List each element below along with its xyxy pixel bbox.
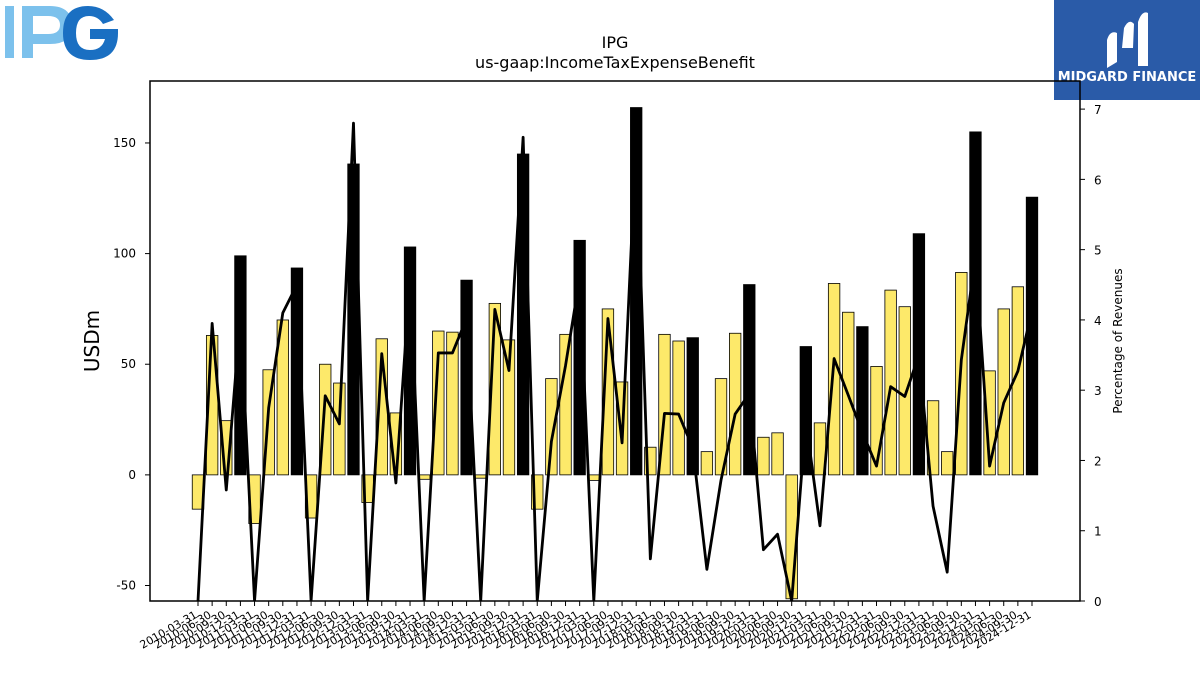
- bar-annual: [1025, 196, 1039, 476]
- logo-letter-g: [63, 6, 118, 60]
- percentage-line: [196, 121, 1034, 601]
- logo-letter-p: [22, 6, 72, 58]
- bar-series: [191, 107, 1039, 600]
- y-tick-label: 150: [113, 136, 136, 150]
- y2-tick-label: 5: [1094, 244, 1102, 258]
- bar-quarterly: [545, 378, 558, 476]
- y2-tick-label: 0: [1094, 595, 1102, 609]
- left-y-axis: -50 0 50 100 150: [113, 136, 150, 593]
- bar-quarterly: [757, 436, 770, 476]
- y2-tick-label: 1: [1094, 525, 1102, 539]
- line-series-layer: [196, 121, 1034, 601]
- bar-quarterly: [502, 339, 516, 476]
- right-axis-label: Percentage of Revenues: [1111, 268, 1125, 413]
- bar-quarterly: [983, 370, 996, 476]
- bar-quarterly: [319, 363, 332, 476]
- y2-tick-label: 4: [1094, 314, 1102, 328]
- bar-quarterly: [729, 332, 742, 476]
- bar-quarterly: [531, 474, 544, 510]
- bar-quarterly: [432, 330, 445, 476]
- midgard-logo-icon: [1107, 12, 1148, 68]
- bar-quarterly: [474, 474, 487, 479]
- y2-tick-label: 6: [1094, 173, 1102, 187]
- y-tick-label: 0: [128, 468, 136, 482]
- bar-annual: [856, 326, 869, 476]
- bar-annual: [743, 284, 756, 476]
- left-axis-label: USDm: [80, 310, 104, 372]
- chart-title: IPG: [602, 33, 629, 52]
- y-tick-label: 50: [121, 357, 136, 371]
- y2-tick-label: 2: [1094, 454, 1102, 468]
- bar-quarterly: [488, 302, 502, 476]
- bar-quarterly: [658, 333, 671, 476]
- bar-quarterly: [771, 432, 784, 476]
- bar-annual: [290, 267, 304, 476]
- bar-quarterly: [672, 340, 685, 476]
- y-tick-label: 100: [113, 247, 136, 261]
- right-y-axis: 0 1 2 3 4 5 6 7: [1080, 103, 1102, 609]
- bar-quarterly: [644, 446, 657, 476]
- plot-frame: [149, 80, 1081, 602]
- x-axis: 2010-03-312010-06-302010-09-302010-12-31…: [138, 601, 1034, 652]
- bar-annual: [799, 346, 812, 476]
- brand-name: MIDGARD FINANCE: [1058, 70, 1197, 85]
- bar-annual: [686, 337, 699, 476]
- bar-quarterly: [700, 451, 714, 476]
- bar-quarterly: [446, 331, 459, 476]
- bar-quarterly: [827, 283, 841, 476]
- ipg-logo: [5, 6, 118, 60]
- bar-quarterly: [559, 333, 572, 476]
- bar-annual: [460, 279, 473, 476]
- y2-tick-label: 3: [1094, 384, 1102, 398]
- bar-quarterly: [898, 306, 911, 476]
- bar-quarterly: [884, 289, 897, 476]
- midgard-finance-badge: MIDGARD FINANCE: [1054, 0, 1200, 100]
- y2-tick-label: 7: [1094, 103, 1102, 117]
- chart-subtitle: us-gaap:IncomeTaxExpenseBenefit: [475, 53, 755, 72]
- bar-annual: [234, 255, 247, 476]
- badge-background: [1054, 0, 1200, 100]
- bar-annual: [573, 239, 586, 476]
- logo-letter-i: [5, 6, 14, 58]
- bar-quarterly: [333, 382, 346, 476]
- bar-quarterly: [601, 308, 615, 476]
- y-tick-label: -50: [116, 579, 136, 593]
- bar-quarterly: [941, 451, 954, 476]
- bar-quarterly: [870, 366, 883, 476]
